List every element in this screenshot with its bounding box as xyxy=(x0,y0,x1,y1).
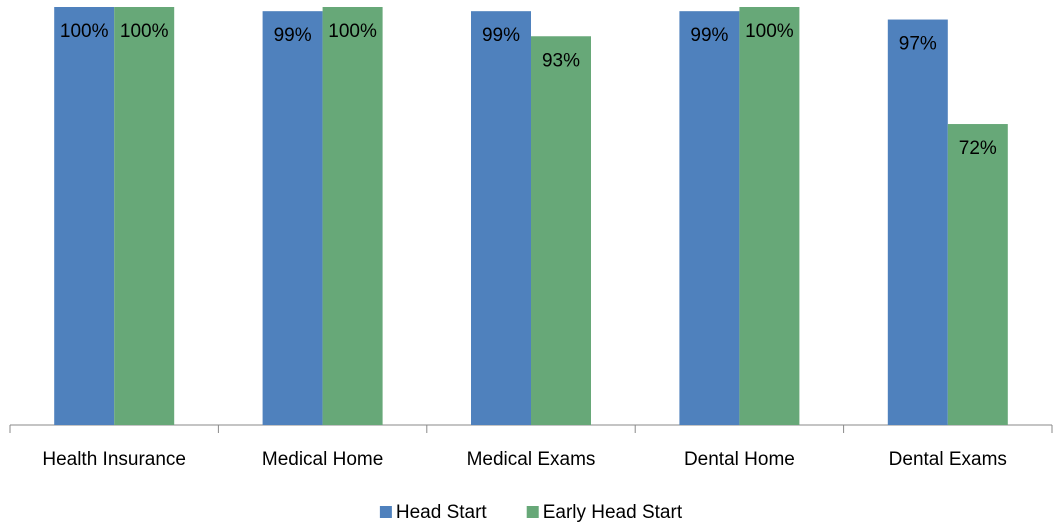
value-label: 72% xyxy=(959,138,997,159)
value-label: 99% xyxy=(482,25,520,46)
value-label: 93% xyxy=(542,50,580,71)
value-label: 100% xyxy=(328,21,377,42)
x-tick-label: Medical Exams xyxy=(467,449,596,470)
bar xyxy=(947,124,1008,425)
bar xyxy=(114,7,175,425)
bar xyxy=(322,7,383,425)
x-tick-label: Health Insurance xyxy=(42,449,186,470)
x-tick-label: Medical Home xyxy=(262,449,383,470)
value-label: 100% xyxy=(120,21,169,42)
legend-swatch xyxy=(526,506,539,518)
bar xyxy=(54,7,115,425)
legend-swatch xyxy=(379,506,392,518)
x-tick-label: Dental Home xyxy=(684,449,795,470)
value-label: 99% xyxy=(274,25,312,46)
bar xyxy=(531,36,591,425)
value-label: 99% xyxy=(690,25,728,46)
value-label: 100% xyxy=(745,21,794,42)
bar xyxy=(739,7,800,425)
value-label: 100% xyxy=(60,21,109,42)
legend-label: Head Start xyxy=(396,502,488,523)
value-label: 97% xyxy=(899,34,937,55)
x-tick-label: Dental Exams xyxy=(889,449,1007,470)
legend-label: Early Head Start xyxy=(543,502,683,523)
bar xyxy=(679,11,740,426)
bar xyxy=(887,19,948,425)
bar xyxy=(262,11,323,426)
bar xyxy=(471,11,531,426)
